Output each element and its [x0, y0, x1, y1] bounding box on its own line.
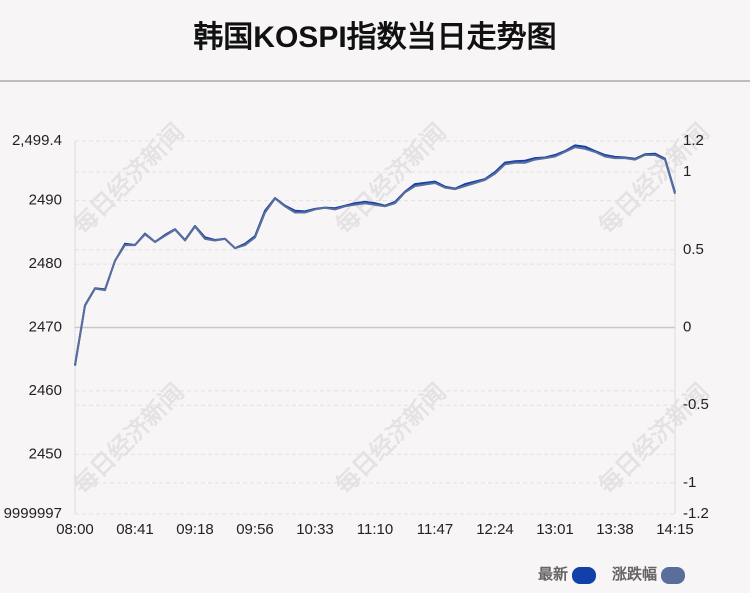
x-tick-label: 09:18	[176, 521, 214, 538]
y-tick-label: 9999997	[4, 505, 62, 522]
legend-swatch	[571, 567, 596, 584]
x-tick-label: 13:38	[596, 521, 634, 538]
x-tick-label: 11:10	[357, 521, 393, 538]
y-tick-label: 2480	[29, 255, 62, 272]
x-tick-label: 13:01	[536, 521, 574, 538]
y-tick-label: 2460	[29, 382, 62, 399]
y-tick-label: 2490	[29, 192, 62, 209]
y-tick-label: 2450	[29, 445, 62, 462]
x-tick-label: 14:15	[656, 521, 694, 538]
y-tick-label: 2,499.4	[12, 132, 62, 149]
y2-tick-label: 0.5	[683, 241, 704, 258]
chart-title: 韩国KOSPI指数当日走势图	[193, 21, 556, 54]
legend-swatch	[661, 567, 685, 584]
y2-tick-label: 1	[683, 163, 691, 180]
legend-label: 涨跌幅	[612, 565, 657, 583]
y2-tick-label: 0	[683, 318, 691, 335]
y2-tick-label: -1	[683, 474, 696, 491]
legend-label: 最新	[538, 565, 568, 583]
y2-tick-label: 1.2	[683, 132, 704, 149]
series-line	[74, 146, 676, 365]
x-tick-label: 09:56	[236, 521, 274, 538]
y2-tick-label: -1.2	[683, 505, 709, 522]
y-tick-label: 2470	[29, 318, 62, 335]
x-tick-label: 11:47	[417, 521, 453, 538]
x-tick-label: 12:24	[476, 521, 514, 538]
x-tick-label: 10:33	[296, 521, 334, 538]
y2-tick-label: -0.5	[683, 396, 709, 413]
x-tick-label: 08:41	[116, 521, 154, 538]
x-tick-label: 08:00	[56, 521, 94, 538]
